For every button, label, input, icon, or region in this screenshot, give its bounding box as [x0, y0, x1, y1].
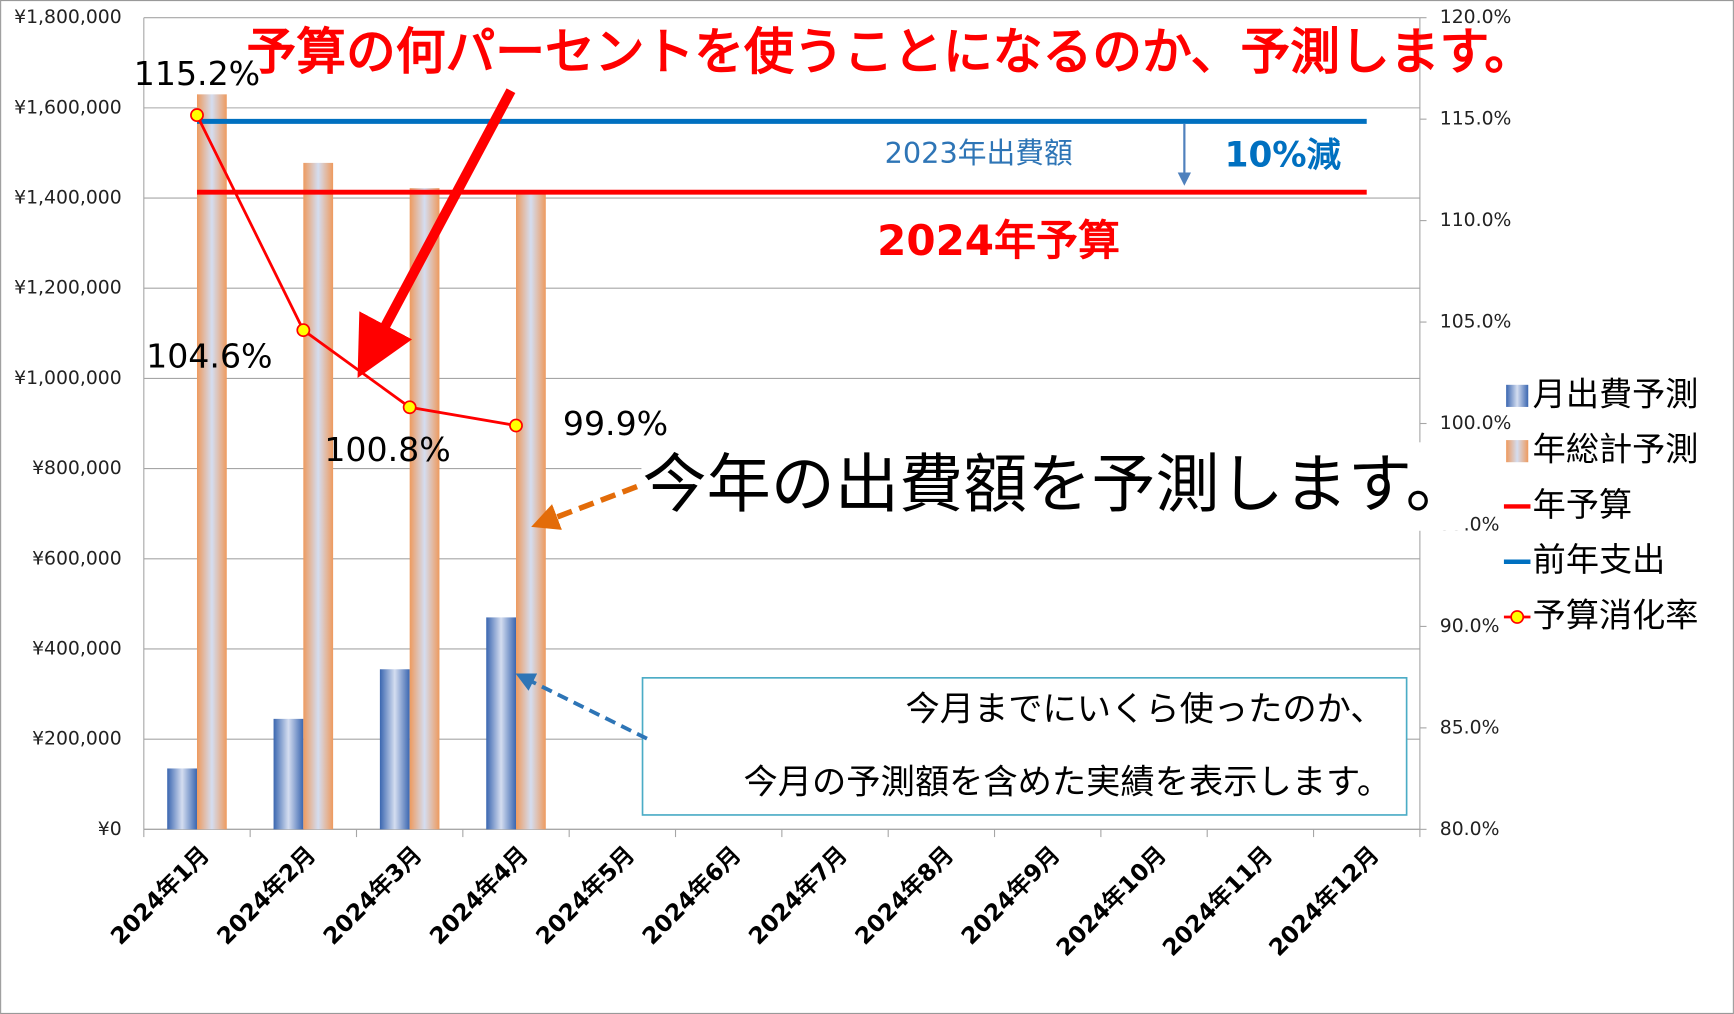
bar — [273, 718, 304, 830]
data-label: 100.8% — [324, 430, 450, 469]
prev-year-label: 2023年出費額 — [885, 136, 1073, 170]
note-box — [641, 677, 1408, 816]
y-tick-label: ¥1,200,000 — [14, 278, 122, 299]
point-marker — [509, 418, 523, 433]
bar — [196, 94, 227, 830]
legend-marker — [1510, 610, 1525, 624]
y2-tick-label: 115.0% — [1440, 109, 1512, 130]
plot: 115.2% 104.6% 100.8% 99.9% — [134, 54, 1367, 830]
y-tick-label: ¥0 — [98, 819, 122, 840]
y2-tick-label: 100.0% — [1440, 413, 1512, 434]
y-tick-label: ¥1,400,000 — [14, 188, 122, 209]
y-tick-label: ¥800,000 — [32, 458, 122, 479]
y-tick-label: ¥600,000 — [32, 548, 122, 569]
y2-tick-label: 90.0% — [1440, 616, 1500, 637]
y-tick-label: ¥1,600,000 — [14, 97, 122, 118]
legend-swatch — [1506, 384, 1529, 407]
annotations: 2023年出費額 10%減 2024年予算 予算の何パーセントを使うことになるの… — [246, 23, 1534, 816]
legend-label: 予算消化率 — [1533, 596, 1699, 635]
reduction-label: 10%減 — [1225, 136, 1342, 176]
note-line: 今月の予測額を含めた実績を表示します。 — [744, 762, 1392, 802]
budget-label: 2024年予算 — [877, 216, 1120, 265]
y-tick-label: ¥400,000 — [32, 638, 122, 659]
series-line — [195, 114, 517, 427]
actual-arrow — [515, 673, 648, 741]
bar — [379, 669, 410, 830]
bar — [516, 192, 546, 830]
forecast-note: 今年の出費額を予測します。 — [642, 447, 1469, 522]
point-marker — [296, 323, 311, 338]
data-label: 104.6% — [146, 336, 272, 375]
y2-tick-label: 105.0% — [1440, 312, 1512, 333]
bar — [303, 162, 334, 830]
y2-tick-label: 120.0% — [1440, 7, 1512, 28]
point-marker — [190, 108, 204, 123]
bar — [409, 188, 440, 830]
data-label: 99.9% — [563, 404, 668, 443]
forecast-arrow — [531, 483, 638, 530]
note-backdrop — [641, 442, 1466, 531]
y2-tick-label: 80.0% — [1440, 819, 1500, 840]
legend-label: 年総計予測 — [1533, 430, 1699, 469]
y2-tick-label: 85.0% — [1440, 717, 1500, 738]
y-tick-label: ¥1,800,000 — [14, 7, 122, 28]
legend-swatch — [1506, 440, 1529, 463]
headline: 予算の何パーセントを使うことになるのか、予測します。 — [246, 23, 1534, 81]
legend-label: 年予算 — [1533, 485, 1632, 524]
note-line: 今月までにいくら使ったのか、 — [905, 690, 1384, 730]
y-tick-label: ¥200,000 — [32, 729, 122, 750]
point-marker — [402, 400, 417, 415]
data-label: 115.2% — [134, 54, 260, 93]
y-tick-label: ¥1,000,000 — [14, 368, 122, 389]
legend-label: 月出費予測 — [1533, 374, 1699, 413]
headline-arrow — [357, 88, 516, 378]
legend-label: 前年支出 — [1533, 540, 1666, 579]
bar — [486, 617, 517, 830]
y2-tick-label: 110.0% — [1440, 210, 1512, 231]
bar — [167, 768, 197, 830]
